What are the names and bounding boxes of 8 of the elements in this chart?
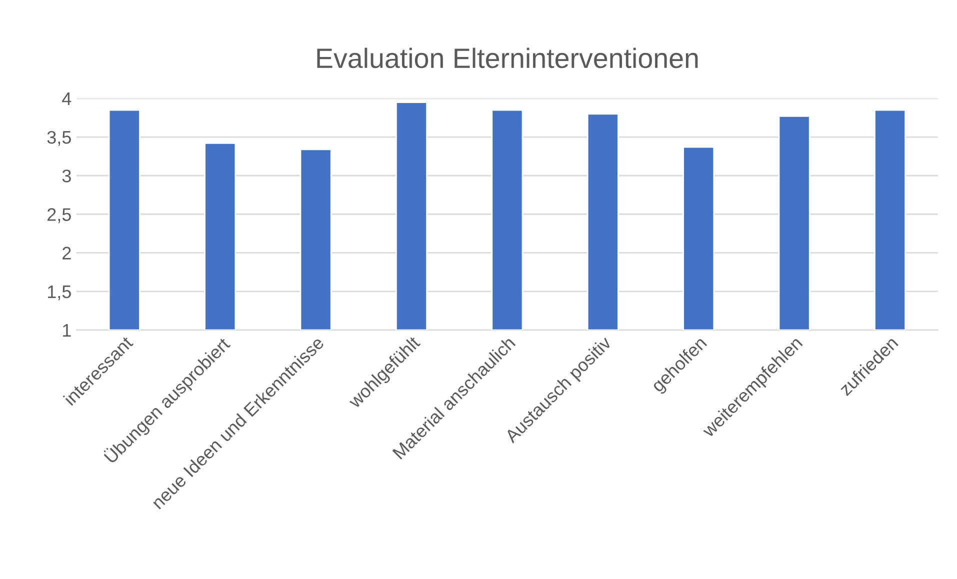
- y-tick-label: 2: [62, 246, 71, 260]
- y-tick-label: 3: [62, 170, 71, 182]
- y-tick-label: 1: [63, 324, 71, 337]
- y-tick-label: 2,5: [48, 208, 71, 224]
- y-tick-label: 1,5: [48, 286, 71, 300]
- chart-title: Evaluation Elterninterventionen: [317, 48, 698, 68]
- y-tick-label: 3,5: [47, 130, 71, 146]
- y-tick-label: 4: [62, 92, 72, 105]
